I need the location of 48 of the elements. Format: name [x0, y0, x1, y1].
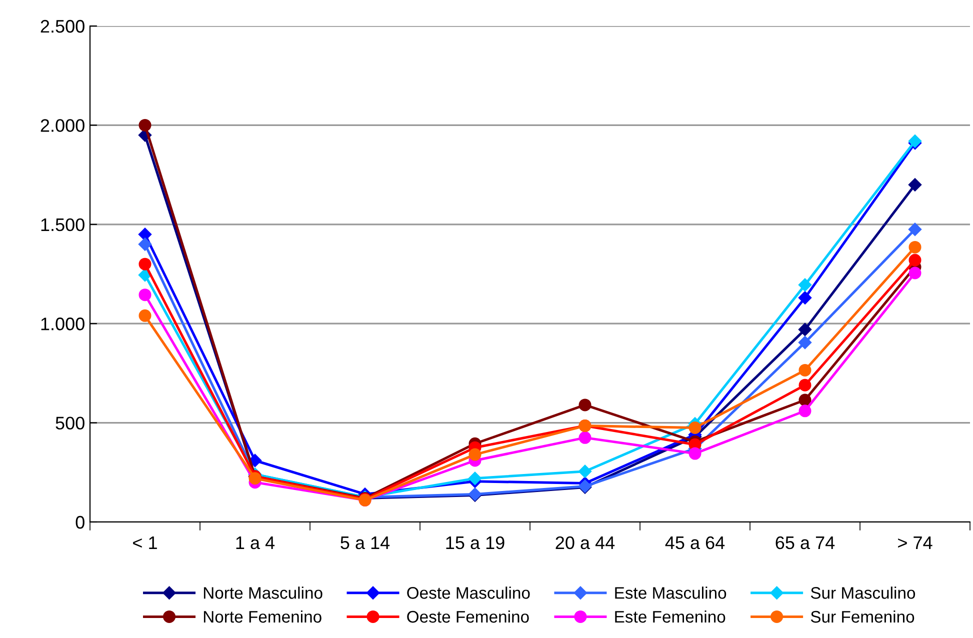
x-tick-label: 1 a 4	[236, 536, 275, 550]
point	[138, 228, 152, 241]
x-tick-label: < 1	[133, 536, 157, 549]
point	[798, 394, 812, 406]
x-tick-label: > 74	[898, 536, 932, 549]
x-tick-label: 20 a 44	[556, 536, 615, 550]
point	[908, 240, 922, 254]
legend-label: Norte Masculino	[204, 586, 322, 599]
y-tick-label: 500	[56, 416, 84, 430]
legend-label: Oeste Masculino	[407, 586, 530, 599]
point	[468, 448, 482, 461]
y-tick-label: 2.500	[40, 20, 84, 33]
y-tick-label: 0	[76, 516, 84, 529]
point	[908, 254, 922, 266]
point	[138, 258, 152, 270]
legend-label: Este Femenino	[615, 610, 726, 623]
legend-label: Este Masculino	[615, 586, 726, 599]
point	[138, 118, 152, 132]
point	[798, 322, 812, 336]
point	[578, 431, 592, 444]
y-tick-label: 2.000	[40, 119, 84, 132]
point	[798, 336, 812, 350]
x-tick-label: 15 a 19	[446, 536, 504, 550]
point	[688, 422, 702, 434]
point	[798, 291, 812, 304]
x-tick-label: 65 a 74	[776, 536, 835, 550]
point	[138, 288, 152, 302]
point	[468, 472, 482, 485]
y-tick-label: 1.000	[41, 318, 84, 330]
legend-label: Sur Femenino	[810, 610, 914, 623]
legend-label: Norte Femenino	[204, 610, 322, 623]
point	[138, 309, 152, 322]
y-tick-label: 1.500	[41, 218, 84, 232]
x-tick-label: 45 a 64	[665, 536, 725, 550]
point	[908, 178, 922, 192]
point	[798, 364, 812, 376]
point	[138, 238, 152, 251]
point	[798, 378, 812, 392]
legend-label: Sur Masculino	[810, 586, 916, 599]
x-tick-label: 5 a 14	[340, 536, 390, 550]
point	[908, 222, 922, 236]
point	[798, 278, 812, 292]
point	[798, 404, 812, 418]
point	[578, 464, 592, 478]
point	[908, 266, 922, 280]
point	[688, 447, 702, 460]
legend-label: Oeste Femenino	[407, 610, 529, 623]
point	[578, 398, 592, 412]
